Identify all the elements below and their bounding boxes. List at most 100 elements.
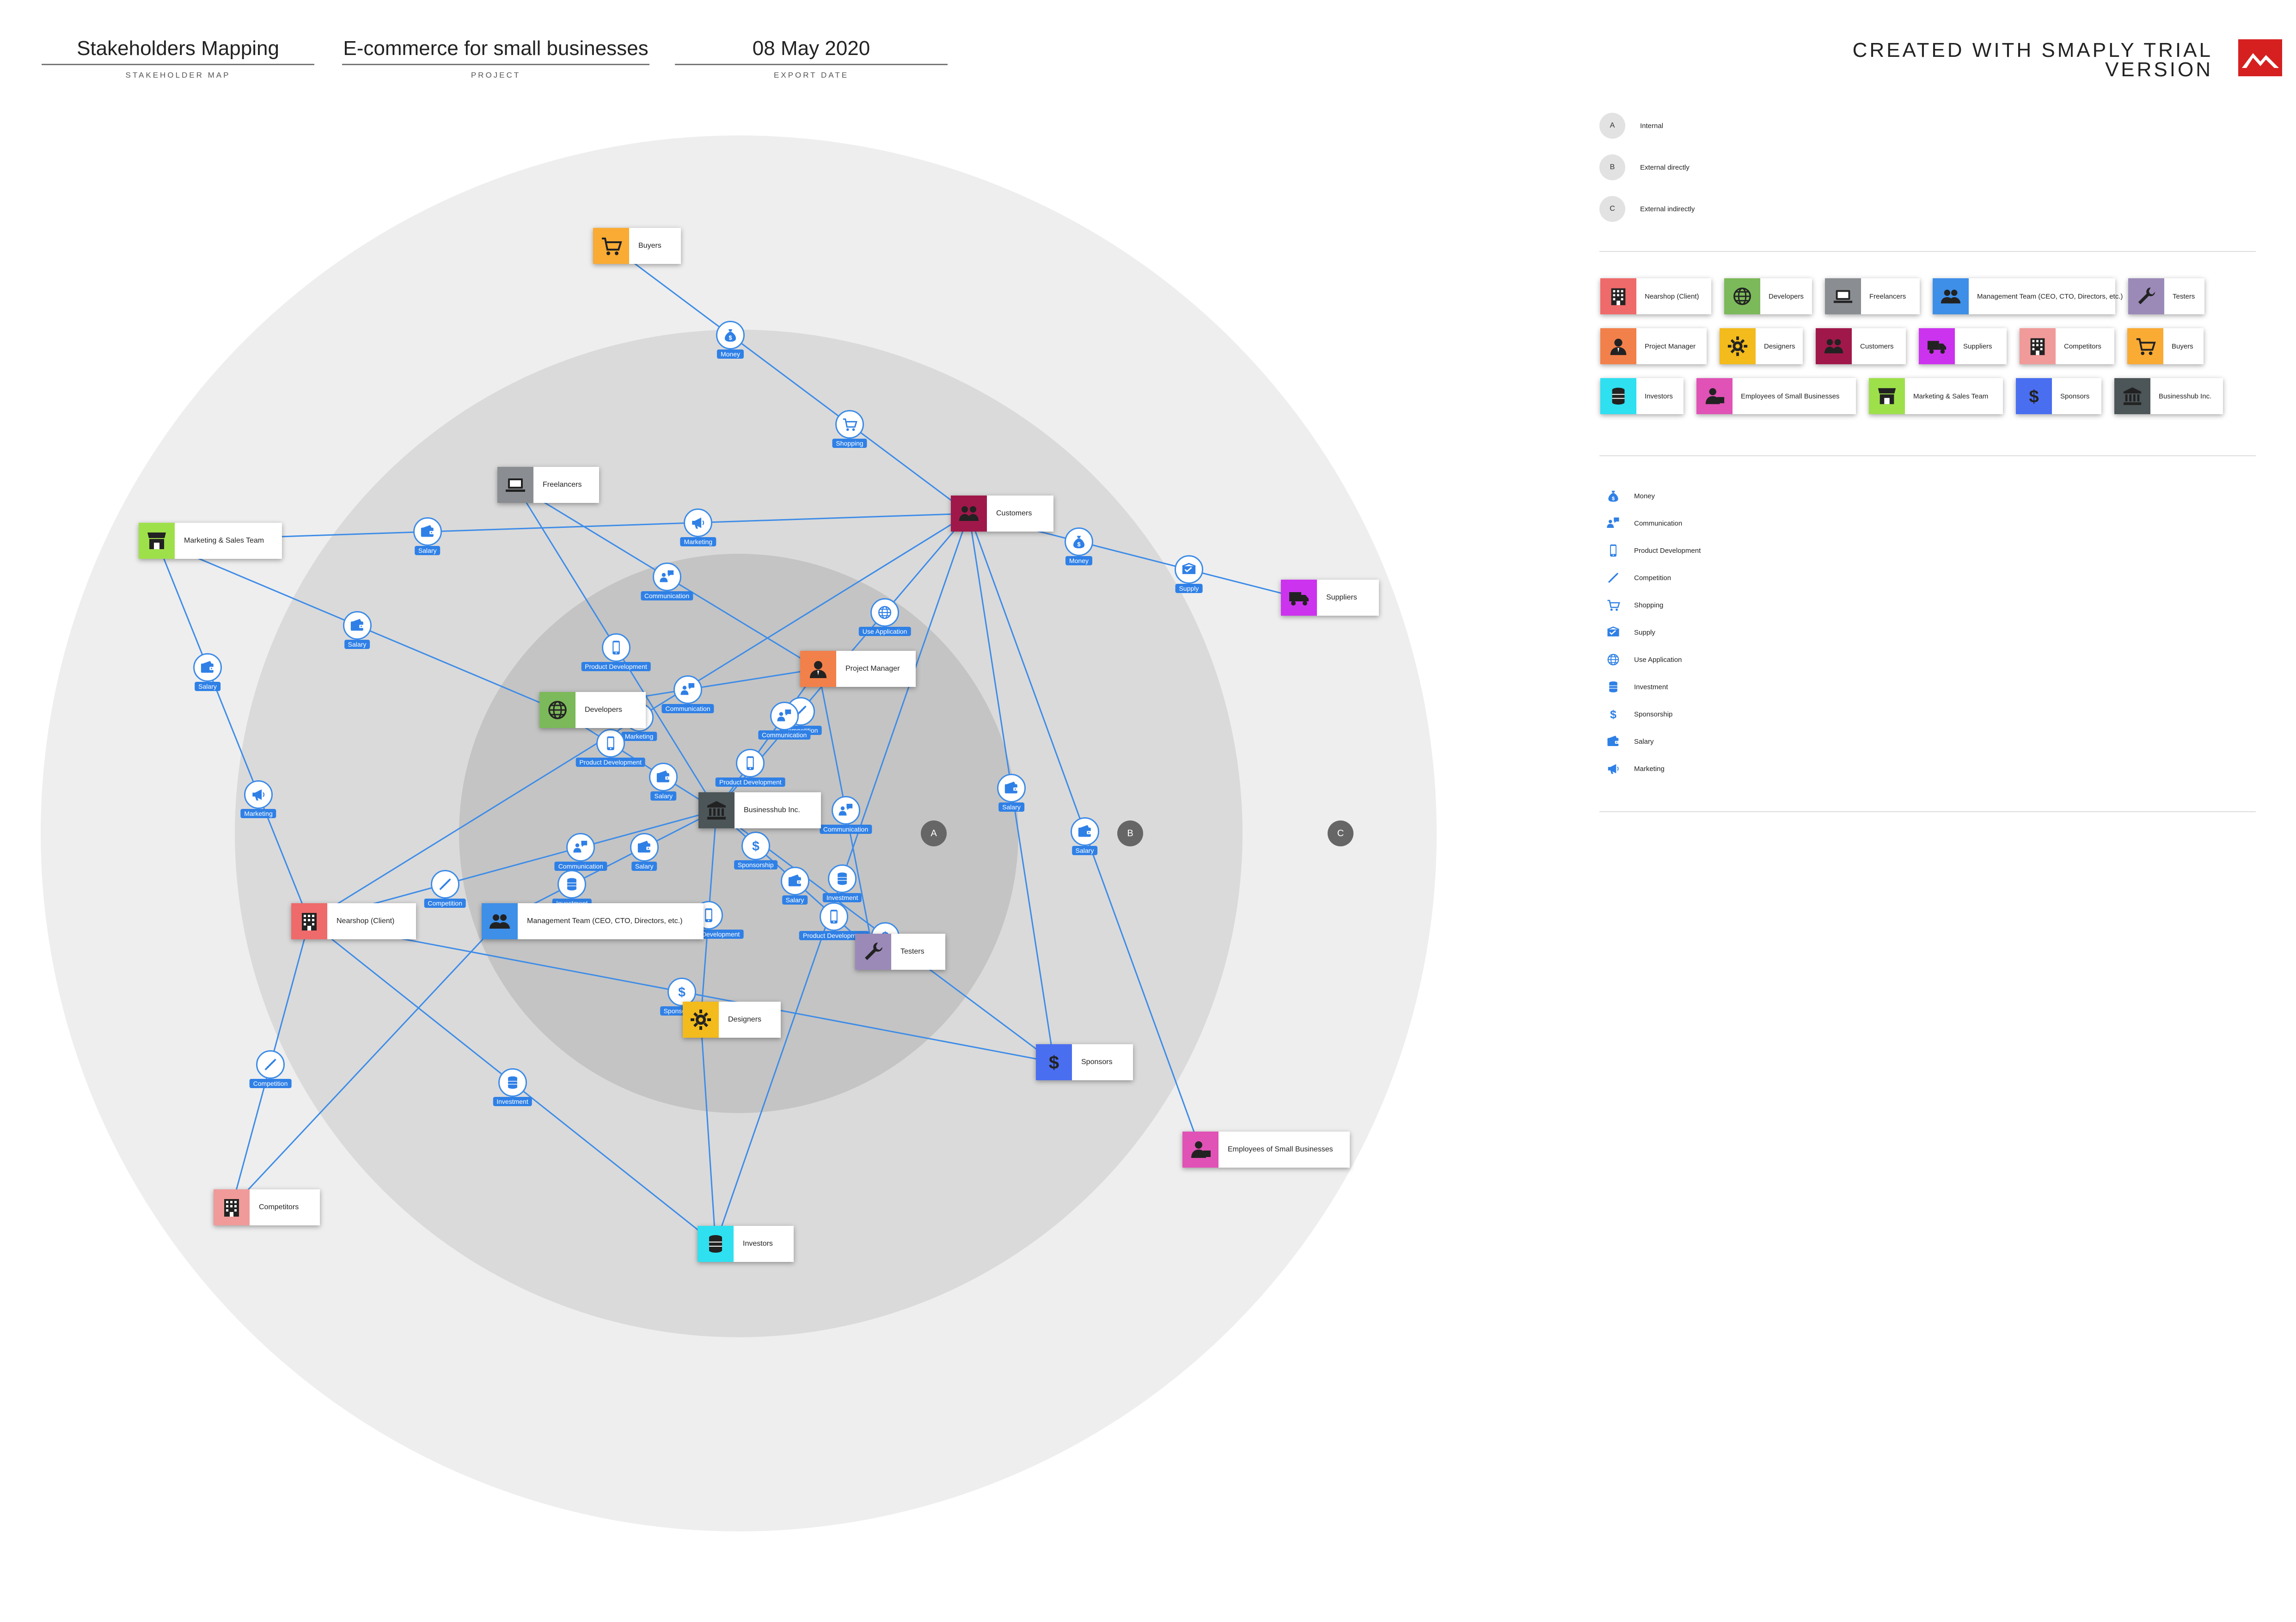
relationship-line-marketing-nearshop[interactable] [156, 540, 310, 922]
communication-icon [573, 840, 588, 853]
relation-marker[interactable] [193, 653, 222, 682]
relation-marker[interactable] [566, 833, 595, 862]
relation-marker[interactable] [770, 702, 799, 730]
legend-stakeholder-freelancers[interactable]: Freelancers [1825, 278, 1920, 314]
relation-marker[interactable] [596, 729, 625, 758]
stakeholder-marketing[interactable]: Marketing & Sales Team [139, 523, 282, 559]
legend-stakeholder-testers[interactable]: Testers [2128, 278, 2204, 314]
stakeholder-investors[interactable]: Investors [698, 1226, 794, 1262]
legend-stakeholder-suppliers[interactable]: Suppliers [1919, 328, 2007, 364]
stakeholder-nearshop[interactable]: Nearshop (Client) [291, 903, 416, 939]
store-icon [1878, 388, 1896, 404]
relation-tag: Marketing [680, 537, 716, 546]
relation-marker[interactable]: $ [741, 831, 770, 860]
team-icon [490, 914, 510, 929]
relationship-line-businesshub-nearshop[interactable] [309, 809, 717, 922]
legend-stakeholder-name: Sponsors [2060, 392, 2090, 400]
relation-marker[interactable] [870, 598, 899, 627]
relation-marker[interactable] [244, 780, 273, 809]
relation-marker[interactable] [413, 517, 442, 546]
legend-stakeholder-competitors[interactable]: Competitors [2020, 328, 2114, 364]
stakeholder-suppliers[interactable]: Suppliers [1281, 580, 1379, 616]
map-title[interactable]: Stakeholders Mapping [42, 37, 314, 65]
stakeholder-customers[interactable]: Customers [951, 496, 1053, 532]
legend-relation-label: Shopping [1634, 601, 1664, 609]
relation-marker[interactable] [736, 749, 765, 777]
relationship-line-marketing-customers[interactable] [156, 513, 969, 542]
relation-marker[interactable] [498, 1068, 527, 1097]
legend-stakeholder-name: Developers [1769, 292, 1804, 300]
relation-marker[interactable]: $ [667, 977, 696, 1006]
cart-icon [2136, 338, 2156, 355]
legend-relation-label: Marketing [1634, 765, 1665, 773]
relation-marker[interactable] [649, 762, 678, 791]
relation-marker[interactable] [601, 633, 631, 662]
stakeholder-businesshub[interactable]: Businesshub Inc. [698, 792, 821, 828]
project-name[interactable]: E-commerce for small businesses [342, 37, 649, 65]
relation-marker[interactable] [652, 563, 681, 591]
legend-stakeholder-investors[interactable]: Investors [1600, 378, 1684, 414]
relation-marker[interactable] [256, 1050, 285, 1079]
relationship-line-businesshub-mgmt[interactable] [499, 809, 717, 922]
relation-marker[interactable] [820, 902, 849, 931]
relation-marker[interactable] [835, 410, 864, 439]
relationship-line-buyers-customers[interactable] [611, 245, 969, 514]
money-bag-icon: $ [1073, 535, 1085, 548]
globe-icon [1733, 288, 1751, 305]
legend-divider [1599, 811, 2256, 812]
legend-stakeholder-customers[interactable]: Customers [1816, 328, 1906, 364]
relationship-line-designers-investors[interactable] [700, 1019, 716, 1244]
legend-stakeholder-pm[interactable]: Project Manager [1600, 328, 1707, 364]
legend-relation-label: Money [1634, 492, 1655, 500]
relation-marker[interactable] [997, 773, 1026, 802]
relation-marker[interactable] [1070, 817, 1099, 846]
relationship-line-pm-businesshub[interactable] [716, 668, 819, 811]
relation-marker[interactable] [673, 675, 702, 704]
legend-stakeholder-icon [1816, 328, 1852, 364]
stakeholder-buyers[interactable]: Buyers [593, 228, 681, 264]
legend-stakeholder-name: Project Manager [1645, 342, 1696, 350]
legend-stakeholder-marketing[interactable]: Marketing & Sales Team [1869, 378, 2003, 414]
relation-marker[interactable]: $ [1065, 527, 1093, 556]
legend-relation-competition: Competition [1606, 571, 1671, 585]
stakeholder-designers[interactable]: Designers [683, 1002, 781, 1038]
stakeholder-competitors[interactable]: Competitors [214, 1189, 320, 1225]
stakeholder-testers[interactable]: Testers [855, 934, 945, 970]
legend-stakeholder-businesshub[interactable]: Businesshub Inc. [2114, 378, 2223, 414]
legend-stakeholder-mgmt[interactable]: Management Team (CEO, CTO, Directors, et… [1933, 278, 2123, 314]
legend-stakeholder-nearshop[interactable]: Nearshop (Client) [1600, 278, 1711, 314]
relation-marker[interactable] [430, 870, 459, 899]
relation-marker[interactable] [780, 867, 809, 895]
relation-marker[interactable] [630, 833, 659, 862]
relation-marker[interactable] [684, 508, 713, 537]
stakeholder-sponsors[interactable]: $ Sponsors [1036, 1044, 1133, 1080]
svg-text:$: $ [2029, 386, 2039, 406]
stakeholder-employees[interactable]: Employees of Small Businesses [1182, 1132, 1350, 1168]
stakeholder-mgmt[interactable]: Management Team (CEO, CTO, Directors, et… [482, 903, 704, 939]
legend-stakeholder-developers[interactable]: Developers [1724, 278, 1812, 314]
wallet-icon [1078, 825, 1091, 837]
relationship-line-mgmt-competitors[interactable] [231, 920, 501, 1208]
megaphone-icon [692, 517, 704, 529]
stakeholder-icon [698, 1226, 734, 1262]
legend-stakeholder-icon [2114, 378, 2150, 414]
employees-icon [1191, 1141, 1211, 1158]
legend-stakeholder-employees[interactable]: Employees of Small Businesses [1696, 378, 1856, 414]
coins-icon [709, 1235, 722, 1253]
relation-marker[interactable] [831, 796, 860, 825]
cart-icon [1607, 600, 1620, 611]
stakeholder-freelancers[interactable]: Freelancers [497, 467, 599, 503]
relation-marker[interactable]: $ [716, 321, 745, 349]
legend-stakeholder-buyers[interactable]: Buyers [2127, 328, 2204, 364]
relation-marker[interactable] [557, 870, 587, 899]
stakeholder-pm[interactable]: Project Manager [800, 651, 916, 687]
stakeholder-developers[interactable]: Developers [539, 692, 646, 728]
legend-stakeholder-sponsors[interactable]: $ Sponsors [2016, 378, 2101, 414]
legend-relation-label: Supply [1634, 628, 1655, 637]
relation-marker[interactable] [1175, 555, 1203, 584]
relation-marker[interactable] [343, 611, 372, 640]
stakeholder-map-canvas[interactable] [0, 0, 1442, 1572]
relation-marker[interactable] [828, 864, 857, 893]
legend-stakeholder-designers[interactable]: Designers [1720, 328, 1803, 364]
legend-stakeholder-name: Competitors [2064, 342, 2101, 350]
